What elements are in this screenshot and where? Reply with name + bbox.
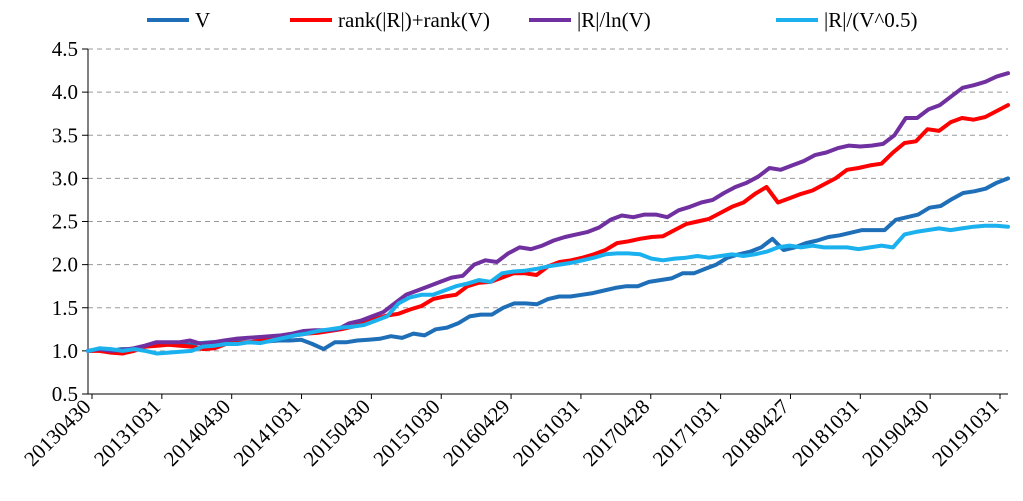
x-tick-label: 20171031 bbox=[648, 395, 724, 471]
y-tick-label: 1.5 bbox=[52, 296, 78, 320]
y-tick-label: 2.0 bbox=[52, 253, 78, 277]
x-tick-label: 20140430 bbox=[159, 395, 235, 471]
x-tick-label: 20161031 bbox=[508, 395, 584, 471]
legend-label: |R|/(V^0.5) bbox=[824, 8, 918, 32]
x-tick-label: 20150430 bbox=[299, 395, 375, 471]
series-line bbox=[86, 71, 1010, 353]
x-tick-label: 20160429 bbox=[438, 395, 514, 471]
y-tick-label: 4.5 bbox=[52, 37, 78, 61]
series-line bbox=[86, 223, 1010, 356]
x-tick-label: 20190430 bbox=[857, 395, 933, 471]
x-tick-label: 20170428 bbox=[578, 395, 654, 471]
y-tick-label: 4.0 bbox=[52, 80, 78, 104]
legend-label: rank(|R|)+rank(V) bbox=[338, 8, 490, 32]
gridlines bbox=[88, 48, 1008, 352]
x-tick-label: 20191031 bbox=[927, 395, 1003, 471]
legend-label: V bbox=[195, 8, 210, 32]
x-tick-label: 20181031 bbox=[787, 395, 863, 471]
y-tick-label: 0.5 bbox=[52, 382, 78, 406]
x-axis-ticks: 2013043020131031201404302014103120150430… bbox=[19, 394, 1004, 471]
x-tick-label: 20180427 bbox=[718, 395, 794, 471]
y-tick-label: 1.0 bbox=[52, 339, 78, 363]
y-axis-ticks: 0.5 1.0 1.5 2.0 2.5 3.0 3.5 4.0 4.5 bbox=[52, 37, 88, 406]
x-tick-label: 20151030 bbox=[368, 395, 444, 471]
y-tick-label: 3.5 bbox=[52, 123, 78, 147]
x-tick-label: 20130430 bbox=[19, 395, 95, 471]
legend-label: |R|/ln(V) bbox=[577, 8, 651, 32]
x-tick-label: 20131031 bbox=[89, 395, 165, 471]
x-tick-label: 20141031 bbox=[229, 395, 305, 471]
y-tick-label: 3.0 bbox=[52, 166, 78, 190]
series-lines bbox=[86, 71, 1010, 356]
y-tick-label: 2.5 bbox=[52, 210, 78, 234]
